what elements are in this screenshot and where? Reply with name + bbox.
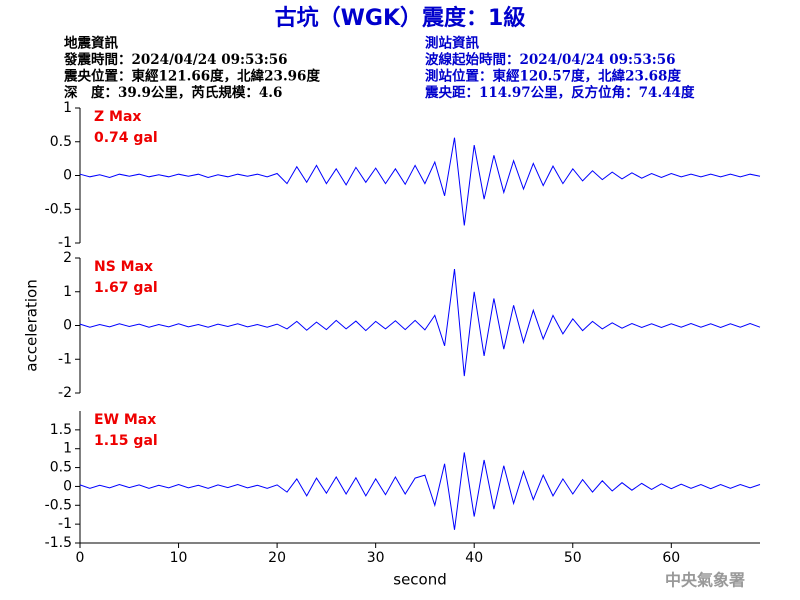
annotation: 1.67 gal xyxy=(94,280,158,296)
info-right: 波線起始時間：2024/04/24 09:53:56 xyxy=(425,51,676,68)
x-tick-label: 60 xyxy=(662,550,680,566)
waveform xyxy=(79,452,761,530)
y-tick-label: 1.5 xyxy=(50,422,72,438)
annotation: NS Max xyxy=(94,259,153,275)
y-tick-label: 0.5 xyxy=(50,460,72,476)
x-tick-label: 10 xyxy=(170,550,188,566)
y-tick-label: -0.5 xyxy=(45,497,72,513)
y-tick-label: 1 xyxy=(63,284,72,300)
info-left: 發震時間：2024/04/24 09:53:56 xyxy=(63,51,288,68)
x-tick-label: 0 xyxy=(76,550,85,566)
info-right: 測站資訊 xyxy=(425,35,479,52)
info-right: 測站位置：東經120.57度，北緯23.68度 xyxy=(425,68,681,85)
x-axis-label: second xyxy=(393,571,447,589)
y-tick-label: 1 xyxy=(63,441,72,457)
annotation: 0.74 gal xyxy=(94,130,158,146)
chart-title: 古坑（WGK）震度：1級 xyxy=(275,5,526,31)
y-tick-label: -1 xyxy=(58,235,72,251)
y-tick-label: -1 xyxy=(58,351,72,367)
y-tick-label: 0 xyxy=(63,318,72,334)
y-tick-label: -2 xyxy=(58,385,72,401)
waveform xyxy=(79,137,761,226)
y-tick-label: 0 xyxy=(63,478,72,494)
annotation: Z Max xyxy=(94,109,141,125)
y-axis-label: acceleration xyxy=(23,279,41,371)
x-tick-label: 30 xyxy=(367,550,385,566)
x-tick-label: 50 xyxy=(564,550,582,566)
footer: 中央氣象署 xyxy=(665,571,745,590)
info-left: 地震資訊 xyxy=(64,35,118,52)
info-right: 震央距：114.97公里，反方位角：74.44度 xyxy=(424,84,695,101)
y-tick-label: -1 xyxy=(58,516,72,532)
annotation: 1.15 gal xyxy=(94,433,158,449)
info-left: 深 度：39.9公里，芮氏規模：4.6 xyxy=(64,84,282,101)
y-tick-label: 0 xyxy=(63,168,72,184)
y-tick-label: -0.5 xyxy=(45,201,72,217)
annotation: EW Max xyxy=(94,412,156,428)
y-tick-label: 0.5 xyxy=(50,134,72,150)
info-left: 震央位置：東經121.66度，北緯23.96度 xyxy=(63,68,320,85)
x-tick-label: 20 xyxy=(268,550,286,566)
y-tick-label: 1 xyxy=(63,100,72,116)
y-tick-label: -1.5 xyxy=(45,535,72,551)
y-tick-label: 2 xyxy=(63,250,72,266)
waveform xyxy=(79,269,761,377)
x-tick-label: 40 xyxy=(465,550,483,566)
